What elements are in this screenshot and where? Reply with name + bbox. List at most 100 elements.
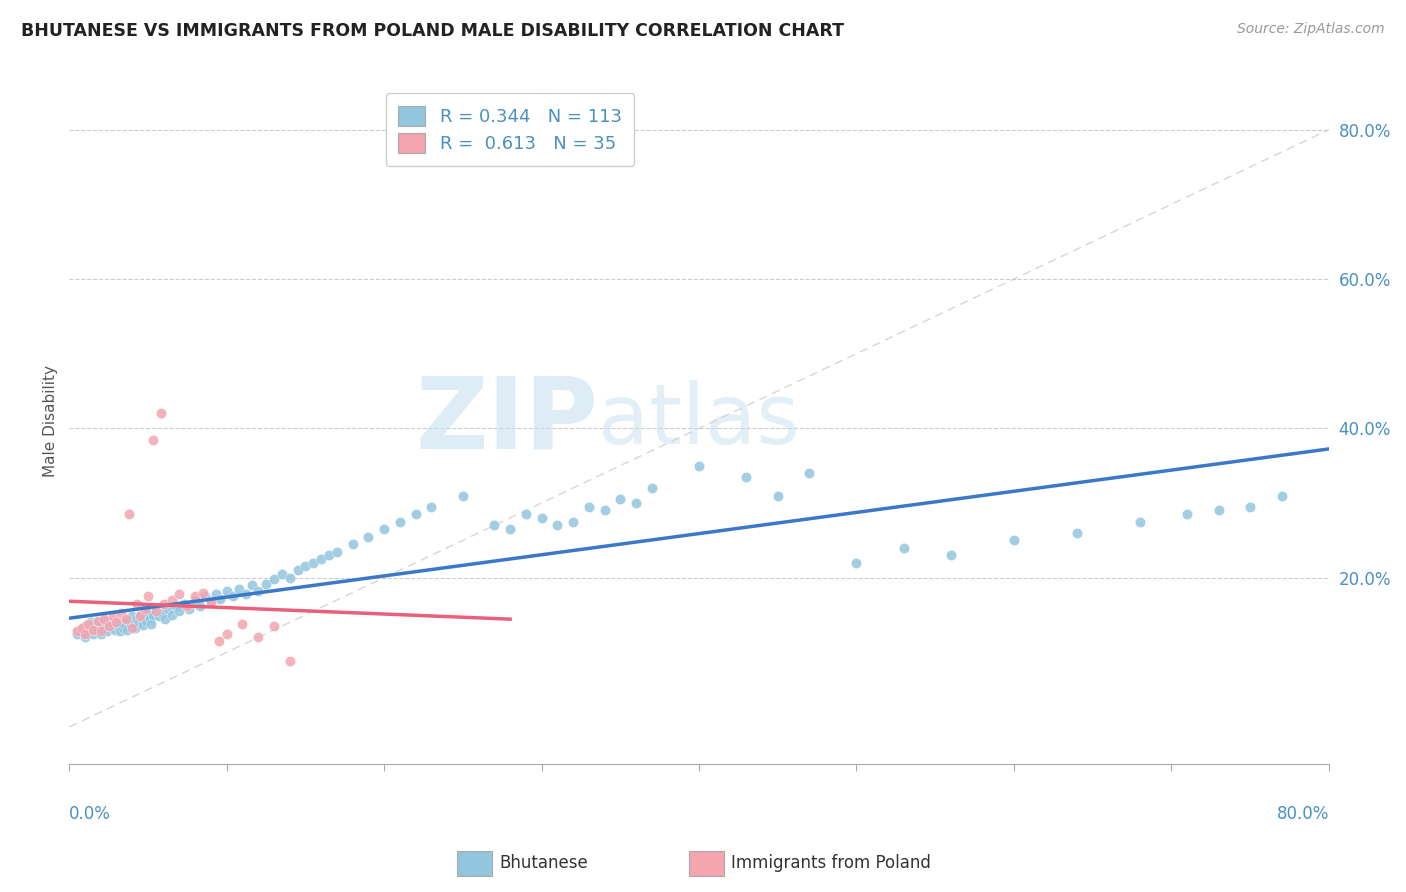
Point: [148, 609, 170, 624]
Point: [499, 522, 522, 536]
Point: [287, 563, 309, 577]
Point: [121, 621, 143, 635]
Point: [120, 618, 142, 632]
Point: [77, 621, 100, 635]
Point: [302, 556, 325, 570]
Point: [69, 623, 91, 637]
Point: [77, 616, 100, 631]
Point: [562, 515, 585, 529]
Point: [118, 507, 141, 521]
Point: [188, 599, 211, 613]
Point: [191, 585, 214, 599]
Text: atlas: atlas: [598, 380, 800, 461]
Point: [82, 623, 104, 637]
Point: [609, 492, 631, 507]
Point: [222, 589, 245, 603]
Point: [105, 615, 128, 630]
Point: [93, 612, 115, 626]
Point: [122, 616, 145, 631]
Text: ZIP: ZIP: [415, 372, 598, 469]
Point: [145, 604, 167, 618]
Point: [66, 624, 89, 639]
Point: [373, 522, 395, 536]
Point: [200, 594, 222, 608]
Point: [157, 602, 180, 616]
Point: [208, 634, 231, 648]
Point: [530, 511, 553, 525]
Point: [70, 624, 93, 639]
Point: [173, 597, 195, 611]
Text: Bhutanese: Bhutanese: [499, 855, 588, 872]
Point: [228, 582, 250, 596]
Point: [105, 614, 128, 628]
Point: [98, 615, 121, 630]
Point: [169, 587, 191, 601]
Point: [184, 589, 207, 603]
Point: [108, 624, 131, 639]
Point: [155, 612, 177, 626]
Point: [845, 556, 868, 570]
Point: [1208, 503, 1230, 517]
Point: [107, 619, 129, 633]
Point: [215, 626, 238, 640]
Point: [129, 607, 152, 622]
Point: [135, 614, 157, 628]
Point: [142, 433, 165, 447]
Point: [142, 607, 165, 622]
Point: [73, 619, 96, 633]
Point: [150, 607, 173, 621]
Point: [90, 624, 112, 639]
Point: [90, 626, 112, 640]
Text: Source: ZipAtlas.com: Source: ZipAtlas.com: [1237, 22, 1385, 37]
Point: [136, 589, 159, 603]
Text: BHUTANESE VS IMMIGRANTS FROM POLAND MALE DISABILITY CORRELATION CHART: BHUTANESE VS IMMIGRANTS FROM POLAND MALE…: [21, 22, 844, 40]
Point: [73, 626, 96, 640]
Point: [546, 518, 568, 533]
Point: [254, 576, 277, 591]
Point: [115, 612, 138, 626]
Point: [176, 599, 198, 613]
Point: [145, 604, 167, 618]
Point: [578, 500, 600, 514]
Point: [893, 541, 915, 555]
Point: [160, 607, 183, 622]
Point: [484, 518, 506, 533]
Point: [80, 615, 103, 630]
Point: [160, 593, 183, 607]
Point: [247, 631, 270, 645]
Point: [451, 489, 474, 503]
Point: [86, 624, 108, 639]
Point: [66, 626, 89, 640]
Point: [515, 507, 537, 521]
Point: [735, 470, 758, 484]
Point: [326, 544, 349, 558]
Point: [165, 599, 187, 613]
Y-axis label: Male Disability: Male Disability: [44, 365, 58, 477]
Point: [278, 654, 301, 668]
Point: [96, 624, 118, 639]
Point: [294, 559, 316, 574]
Point: [152, 597, 174, 611]
Point: [89, 615, 111, 630]
Point: [342, 537, 364, 551]
Point: [593, 503, 616, 517]
Point: [115, 612, 138, 626]
Point: [177, 602, 200, 616]
Point: [1002, 533, 1025, 548]
Point: [1129, 515, 1152, 529]
Point: [194, 589, 217, 603]
Point: [204, 587, 226, 601]
Point: [139, 616, 162, 631]
Point: [231, 616, 253, 631]
Point: [117, 623, 139, 637]
Point: [235, 587, 257, 601]
Point: [766, 489, 789, 503]
Point: [94, 614, 117, 628]
Point: [215, 584, 238, 599]
Point: [149, 406, 172, 420]
Point: [90, 621, 112, 635]
Point: [136, 607, 159, 621]
Point: [93, 623, 115, 637]
Point: [129, 609, 152, 624]
Point: [70, 621, 93, 635]
